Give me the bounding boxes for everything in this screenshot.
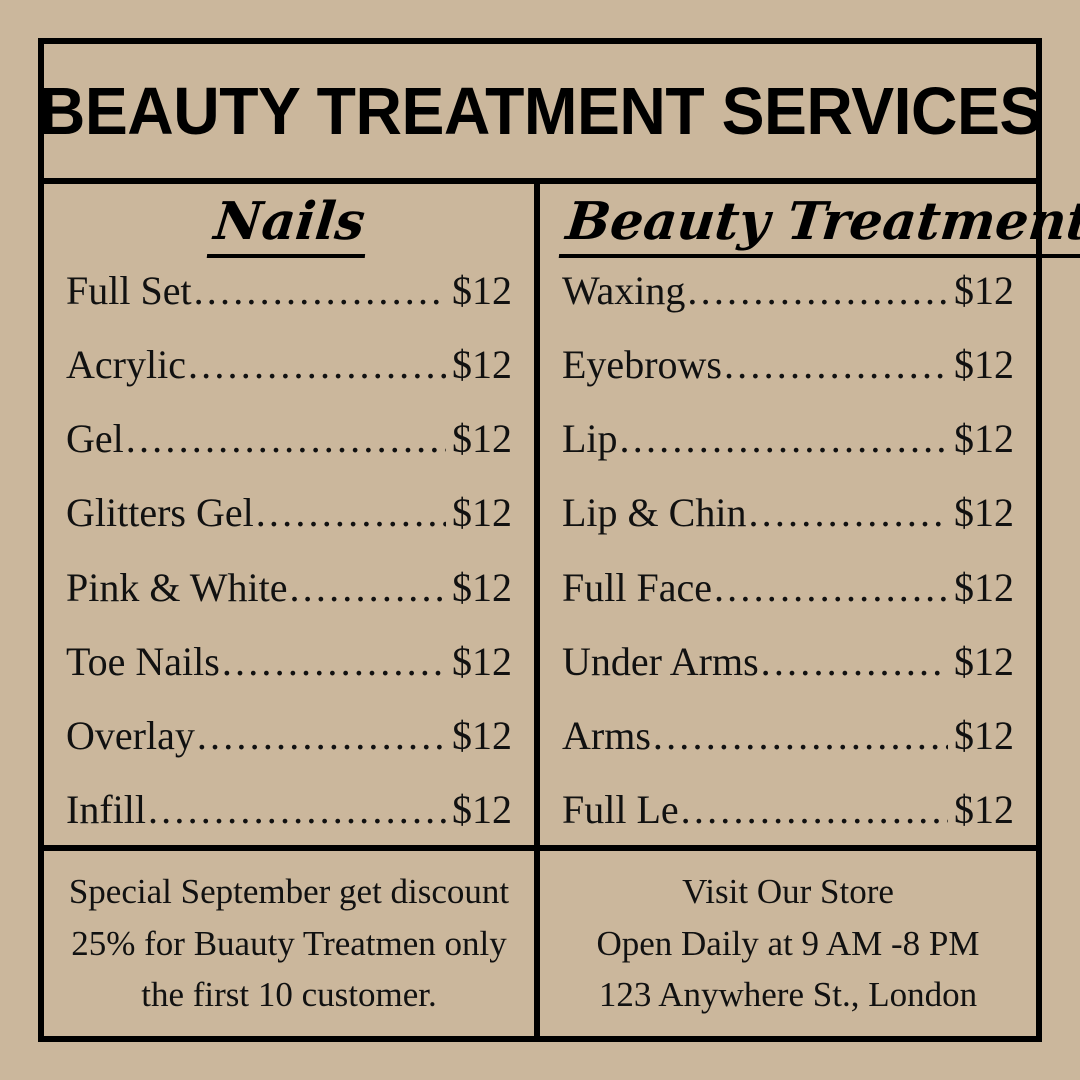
menu-item-price: $12 [452, 416, 512, 462]
section-heading-beauty-treatment: Beauty Treatment [558, 191, 1080, 258]
page-title: BEAUTY TREATMENT SERVICES [38, 73, 1042, 149]
store-info-line-2: Open Daily at 9 AM -8 PM [596, 923, 980, 963]
promotion-line-3: the first 10 customer. [141, 975, 437, 1015]
menu-row[interactable]: Lip $12 [562, 418, 1014, 460]
menu-item-price: $12 [452, 638, 512, 684]
menu-column-beauty-treatment: Beauty Treatment Waxing $12 Eyebrows $12… [540, 184, 1080, 845]
menu-row[interactable]: Pink & White $12 [66, 564, 512, 610]
menu-item-name: Lip & Chin [562, 490, 747, 536]
promotion-note: Special September get discount 25% for B… [44, 851, 540, 1036]
menu-item-name: Full Face [562, 564, 712, 610]
promotion-line-1: Special September get discount [68, 871, 510, 911]
menu-row[interactable]: Acrylic $12 [66, 344, 512, 386]
menu-row[interactable]: Arms $12 [562, 712, 1014, 758]
menu-item-name: Waxing [562, 268, 686, 313]
dot-leader [195, 715, 446, 757]
dot-leader [618, 418, 948, 460]
price-list-poster: BEAUTY TREATMENT SERVICES Nails Full Set… [38, 38, 1080, 1042]
title-band: BEAUTY TREATMENT SERVICES [39, 44, 1042, 184]
menu-row[interactable]: Eyebrows $12 [562, 344, 1014, 386]
menu-item-price: $12 [452, 490, 512, 536]
menu-item-price: $12 [954, 342, 1014, 388]
footer-band: Special September get discount 25% for B… [44, 845, 1036, 1036]
menu-item-name: Pink & White [66, 564, 288, 610]
store-info-line-1: Visit Our Store [682, 871, 894, 911]
menu-item-name: Infill [66, 786, 146, 832]
menu-row[interactable]: Lip & Chin $12 [562, 492, 1014, 534]
menu-item-price: $12 [452, 712, 512, 758]
menu-item-name: Toe Nails [66, 638, 220, 684]
menu-items-nails: Full Set $12 Acrylic $12 Gel $12 Glitter… [66, 264, 512, 845]
menu-row[interactable]: Full Le $12 [562, 786, 1014, 832]
menu-item-name: Acrylic [66, 342, 186, 388]
menu-row[interactable]: Waxing $12 [562, 270, 1014, 312]
dot-leader [254, 492, 446, 534]
menu-item-name: Gel [66, 416, 124, 462]
menu-item-price: $12 [954, 564, 1014, 610]
menu-item-name: Under Arms [562, 638, 759, 684]
dot-leader [759, 641, 948, 683]
dot-leader [186, 344, 446, 386]
menu-row[interactable]: Overlay $12 [66, 712, 512, 758]
menu-items-beauty-treatment: Waxing $12 Eyebrows $12 Lip $12 Lip & Ch… [562, 264, 1014, 845]
menu-item-name: Lip [562, 416, 618, 462]
menu-item-name: Eyebrows [562, 342, 722, 388]
dot-leader [220, 641, 446, 683]
menu-row[interactable]: Full Face $12 [562, 564, 1014, 610]
menu-item-price: $12 [452, 786, 512, 832]
dot-leader [146, 789, 446, 831]
menu-row[interactable]: Infill $12 [66, 786, 512, 832]
dot-leader [679, 789, 948, 831]
menu-item-price: $12 [954, 712, 1014, 758]
dot-leader [651, 715, 948, 757]
menu-item-price: $12 [954, 786, 1014, 832]
menu-item-price: $12 [452, 342, 512, 388]
menu-row[interactable]: Toe Nails $12 [66, 638, 512, 684]
promotion-line-2: 25% for Buauty Treatmen only [71, 923, 507, 963]
menu-item-name: Full Le [562, 786, 679, 832]
menu-item-name: Full Set [66, 268, 192, 313]
menu-columns: Nails Full Set $12 Acrylic $12 Gel $12 [44, 184, 1080, 845]
dot-leader [746, 492, 948, 534]
menu-item-price: $12 [954, 268, 1014, 313]
menu-row[interactable]: Under Arms $12 [562, 638, 1014, 684]
dot-leader [712, 567, 948, 609]
menu-item-name: Glitters Gel [66, 490, 254, 536]
dot-leader [685, 270, 948, 312]
menu-row[interactable]: Glitters Gel $12 [66, 492, 512, 534]
menu-item-price: $12 [452, 268, 512, 313]
section-heading-nails-label: Nails [206, 191, 372, 258]
store-info: Visit Our Store Open Daily at 9 AM -8 PM… [540, 851, 1036, 1036]
menu-item-name: Arms [562, 712, 651, 758]
menu-item-price: $12 [954, 490, 1014, 536]
section-heading-nails: Nails [66, 191, 512, 258]
section-heading-beauty-treatment-label: Beauty Treatment [558, 191, 1080, 258]
menu-row[interactable]: Full Set $12 [66, 270, 512, 312]
menu-column-nails: Nails Full Set $12 Acrylic $12 Gel $12 [44, 184, 540, 845]
store-info-line-3: 123 Anywhere St., London [598, 975, 978, 1015]
dot-leader [192, 270, 446, 312]
dot-leader [287, 567, 446, 609]
menu-row[interactable]: Gel $12 [66, 418, 512, 460]
dot-leader [124, 418, 446, 460]
menu-item-price: $12 [452, 564, 512, 610]
menu-item-name: Overlay [66, 712, 195, 758]
dot-leader [722, 344, 948, 386]
menu-item-price: $12 [954, 638, 1014, 684]
menu-item-price: $12 [954, 416, 1014, 462]
